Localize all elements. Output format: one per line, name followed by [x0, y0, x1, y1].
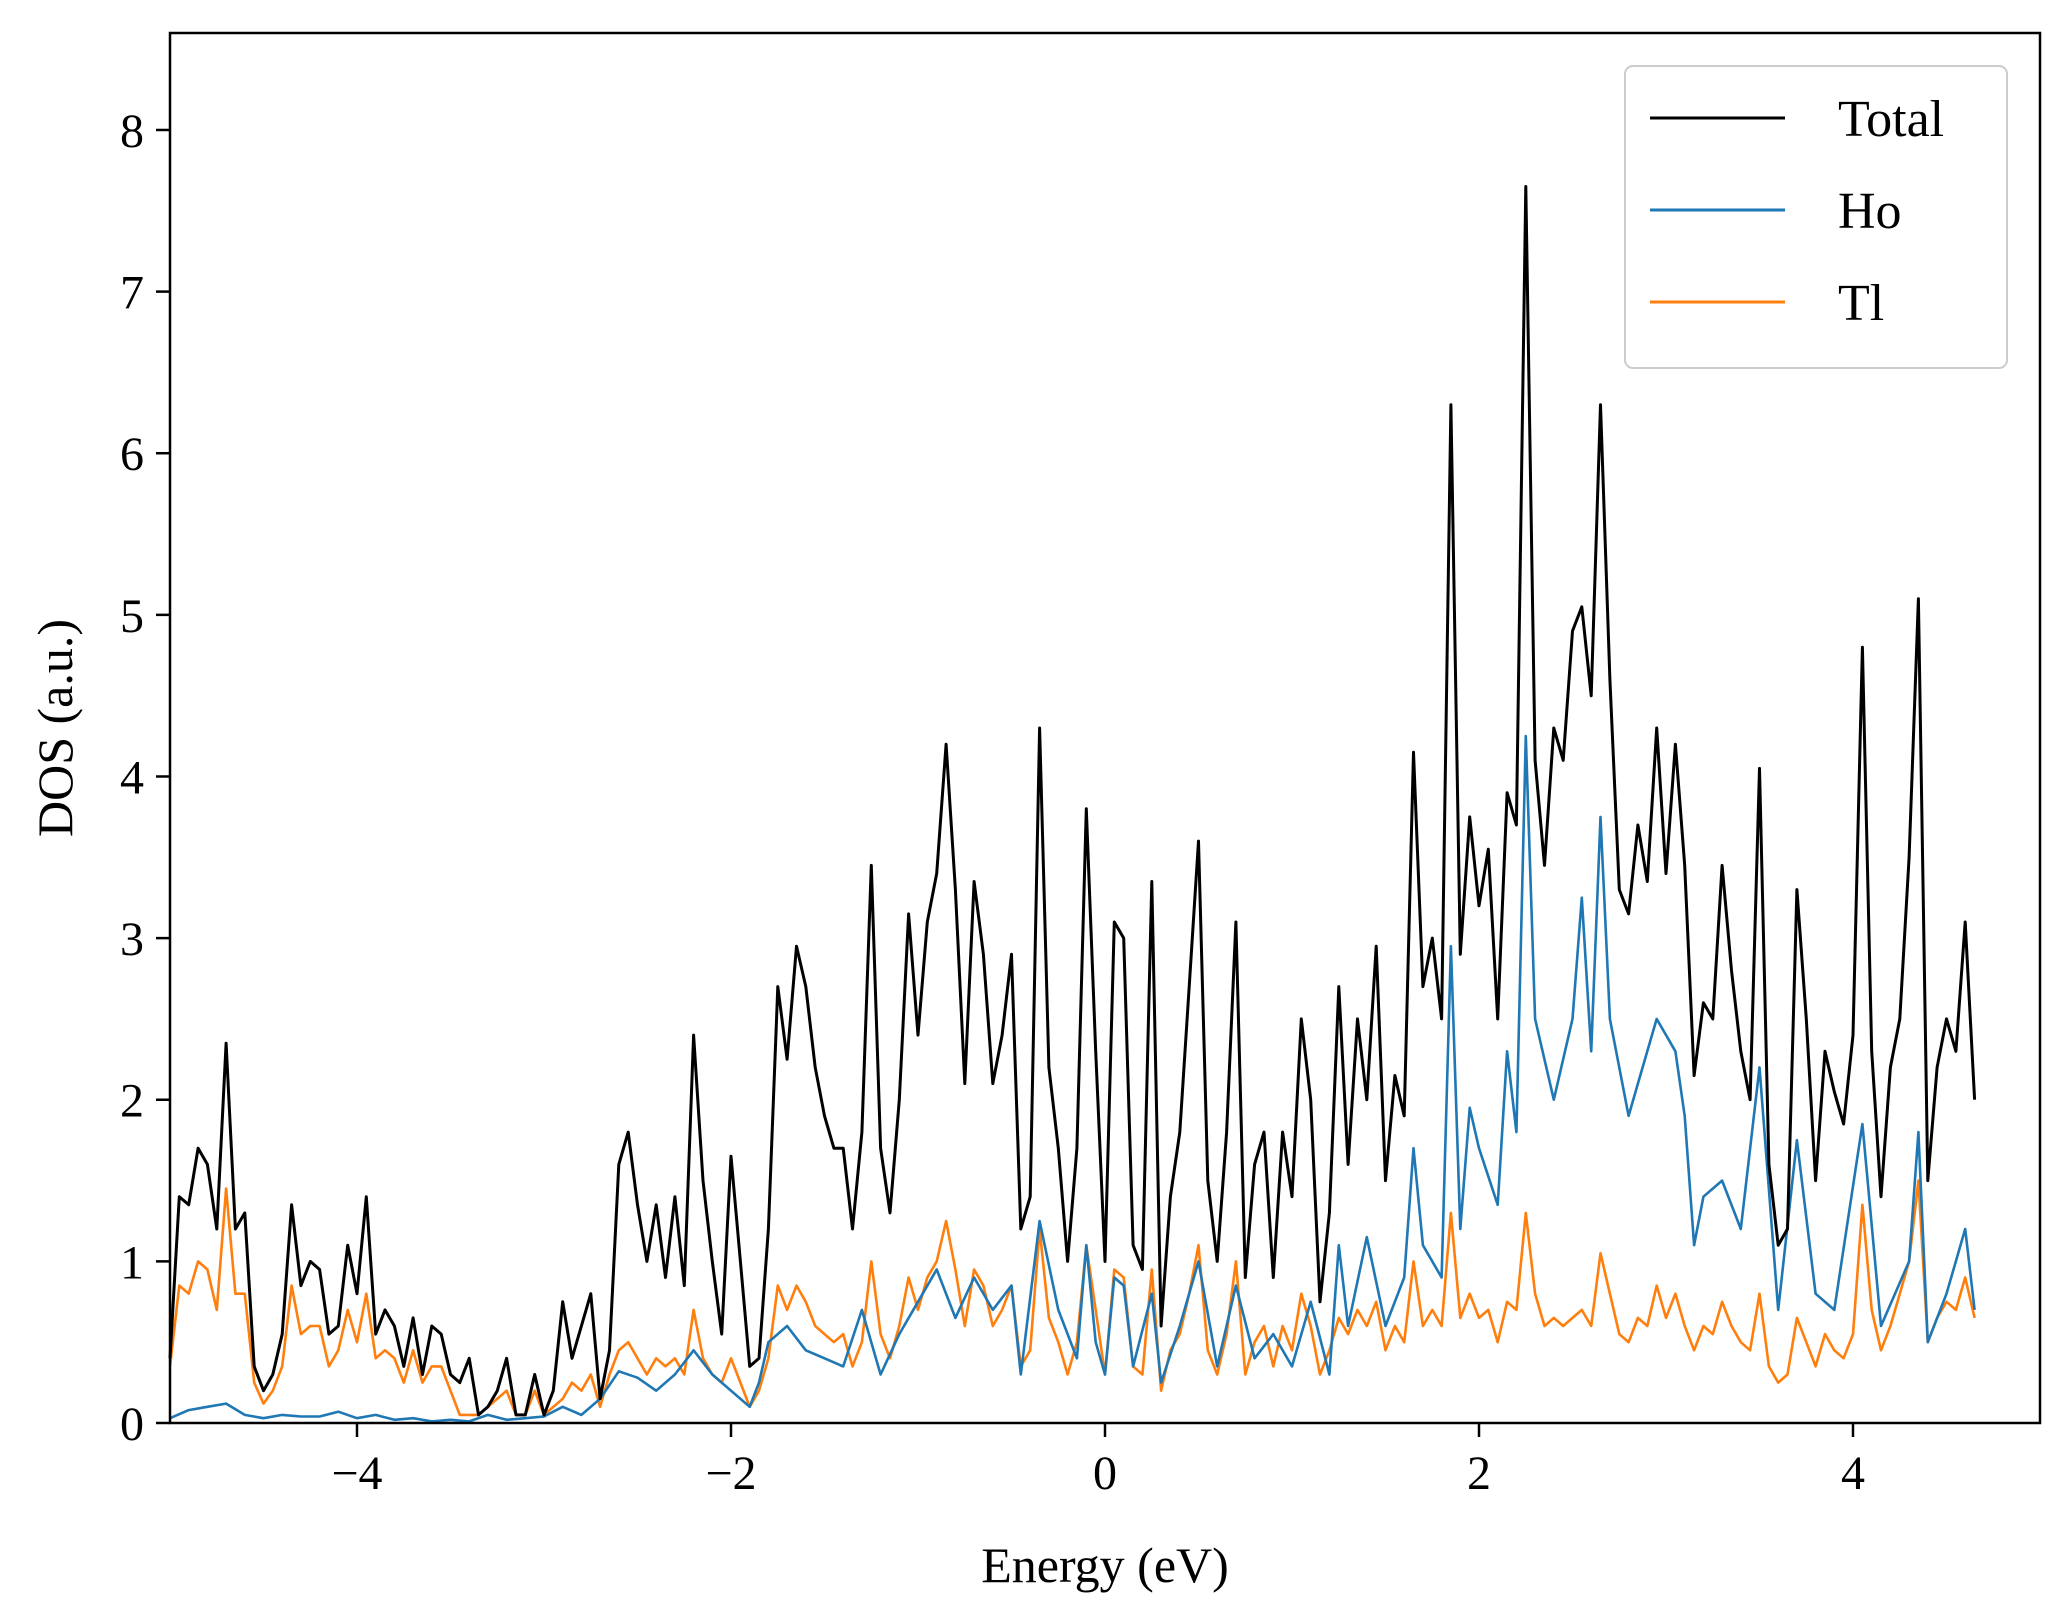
legend-box	[1624, 65, 2008, 369]
x-tick-label: −4	[331, 1447, 382, 1500]
x-axis-label: Energy (eV)	[981, 1537, 1229, 1593]
x-tick-label: −2	[705, 1447, 756, 1500]
series-line-ho	[169, 734, 1976, 1423]
legend-label-ho: Ho	[1838, 183, 1902, 240]
legend-items: Total Ho Tl	[1650, 91, 1944, 332]
x-tick-label: 0	[1093, 1447, 1117, 1500]
series-line-total	[168, 185, 1977, 1417]
x-axis-ticks: −4 −2 0 2 4	[331, 1423, 1865, 1500]
legend-label-tl: Tl	[1838, 275, 1884, 332]
y-axis-ticks: 0 1 2 3 4 5 6 7 8	[120, 105, 170, 1451]
y-tick-label: 7	[120, 267, 144, 320]
y-tick-label: 8	[120, 105, 144, 158]
x-tick-label: 2	[1467, 1447, 1491, 1500]
y-tick-label: 4	[120, 751, 144, 804]
y-tick-label: 2	[120, 1075, 144, 1128]
y-tick-label: 0	[120, 1398, 144, 1451]
y-tick-label: 1	[120, 1236, 144, 1289]
y-tick-label: 6	[120, 428, 144, 481]
y-tick-label: 3	[120, 913, 144, 966]
y-axis-label: DOS (a.u.)	[27, 619, 83, 837]
legend-label-total: Total	[1838, 91, 1944, 148]
legend: Total Ho Tl	[1624, 65, 2008, 369]
y-tick-label: 5	[120, 590, 144, 643]
x-tick-label: 4	[1841, 1447, 1865, 1500]
series-layer	[168, 185, 1977, 1423]
